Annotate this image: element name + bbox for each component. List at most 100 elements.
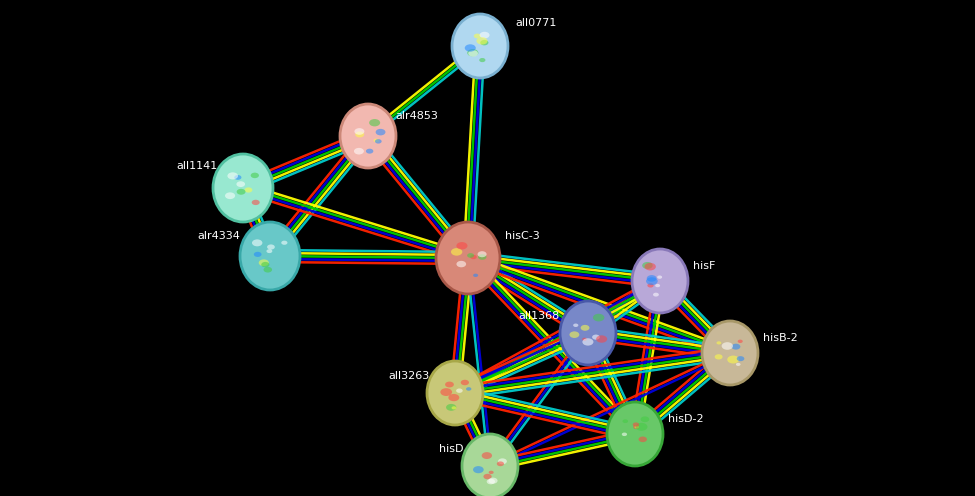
Text: alr4334: alr4334 [197,231,240,241]
Ellipse shape [227,172,238,180]
Ellipse shape [446,404,456,411]
Ellipse shape [225,192,235,199]
Ellipse shape [646,277,658,285]
Ellipse shape [263,267,272,273]
Ellipse shape [582,338,594,346]
Ellipse shape [622,419,628,423]
Ellipse shape [487,479,495,485]
Ellipse shape [436,222,500,294]
Ellipse shape [452,14,508,78]
Ellipse shape [737,356,744,361]
Ellipse shape [736,363,741,366]
Ellipse shape [354,148,364,155]
Ellipse shape [258,259,269,266]
Ellipse shape [355,131,365,137]
Text: all1368: all1368 [519,311,560,321]
Ellipse shape [592,335,600,340]
Ellipse shape [702,321,758,385]
Text: alr4853: alr4853 [395,111,438,121]
Ellipse shape [375,129,385,135]
Ellipse shape [634,425,640,429]
Ellipse shape [582,338,587,341]
Ellipse shape [653,293,659,297]
Ellipse shape [479,58,486,62]
Ellipse shape [448,394,459,401]
Ellipse shape [456,242,467,249]
Ellipse shape [607,402,663,466]
Ellipse shape [465,44,476,52]
Ellipse shape [234,175,242,180]
Ellipse shape [636,423,647,431]
Text: hisD: hisD [439,444,463,454]
Ellipse shape [484,474,491,479]
Ellipse shape [639,436,647,442]
Ellipse shape [731,344,740,350]
Ellipse shape [657,275,662,279]
Ellipse shape [596,335,607,343]
Ellipse shape [468,50,478,57]
Ellipse shape [593,314,604,321]
Ellipse shape [266,249,272,253]
Ellipse shape [466,387,471,391]
Ellipse shape [366,149,373,154]
Ellipse shape [560,301,616,365]
Text: hisB-2: hisB-2 [763,333,798,343]
Ellipse shape [573,323,578,327]
Ellipse shape [461,380,469,385]
Ellipse shape [646,275,656,282]
Ellipse shape [240,222,300,290]
Ellipse shape [373,138,379,142]
Ellipse shape [467,253,474,258]
Ellipse shape [251,173,259,178]
Text: hisD-2: hisD-2 [668,414,704,424]
Ellipse shape [427,361,483,425]
Ellipse shape [632,249,688,313]
Ellipse shape [213,154,273,222]
Ellipse shape [622,433,627,436]
Ellipse shape [498,458,507,464]
Ellipse shape [267,245,275,249]
Ellipse shape [451,248,462,255]
Ellipse shape [488,471,493,474]
Ellipse shape [441,388,452,396]
Ellipse shape [488,478,497,484]
Ellipse shape [482,452,492,459]
Ellipse shape [451,406,456,410]
Ellipse shape [261,262,269,267]
Ellipse shape [474,34,481,38]
Ellipse shape [473,274,478,277]
Ellipse shape [633,423,640,427]
Ellipse shape [641,416,649,422]
Ellipse shape [480,32,489,38]
Ellipse shape [370,119,380,126]
Ellipse shape [456,261,466,267]
Ellipse shape [581,325,590,331]
Text: hisF: hisF [693,261,716,271]
Ellipse shape [727,356,739,364]
Text: all3263: all3263 [389,371,430,381]
Ellipse shape [647,283,653,288]
Ellipse shape [477,37,488,45]
Ellipse shape [722,342,733,350]
Text: all1141: all1141 [176,161,218,171]
Ellipse shape [236,181,245,187]
Ellipse shape [340,104,396,168]
Ellipse shape [478,251,487,257]
Ellipse shape [644,263,656,270]
Text: all0771: all0771 [515,18,557,28]
Ellipse shape [569,331,579,338]
Ellipse shape [462,434,518,496]
Ellipse shape [456,388,463,393]
Ellipse shape [473,466,484,473]
Ellipse shape [478,254,487,260]
Ellipse shape [738,340,743,343]
Ellipse shape [497,461,504,466]
Ellipse shape [252,240,262,247]
Ellipse shape [470,255,477,259]
Text: hisC-3: hisC-3 [505,231,540,241]
Ellipse shape [354,128,365,135]
Ellipse shape [445,381,454,387]
Ellipse shape [245,187,253,192]
Ellipse shape [375,139,381,143]
Ellipse shape [467,49,479,57]
